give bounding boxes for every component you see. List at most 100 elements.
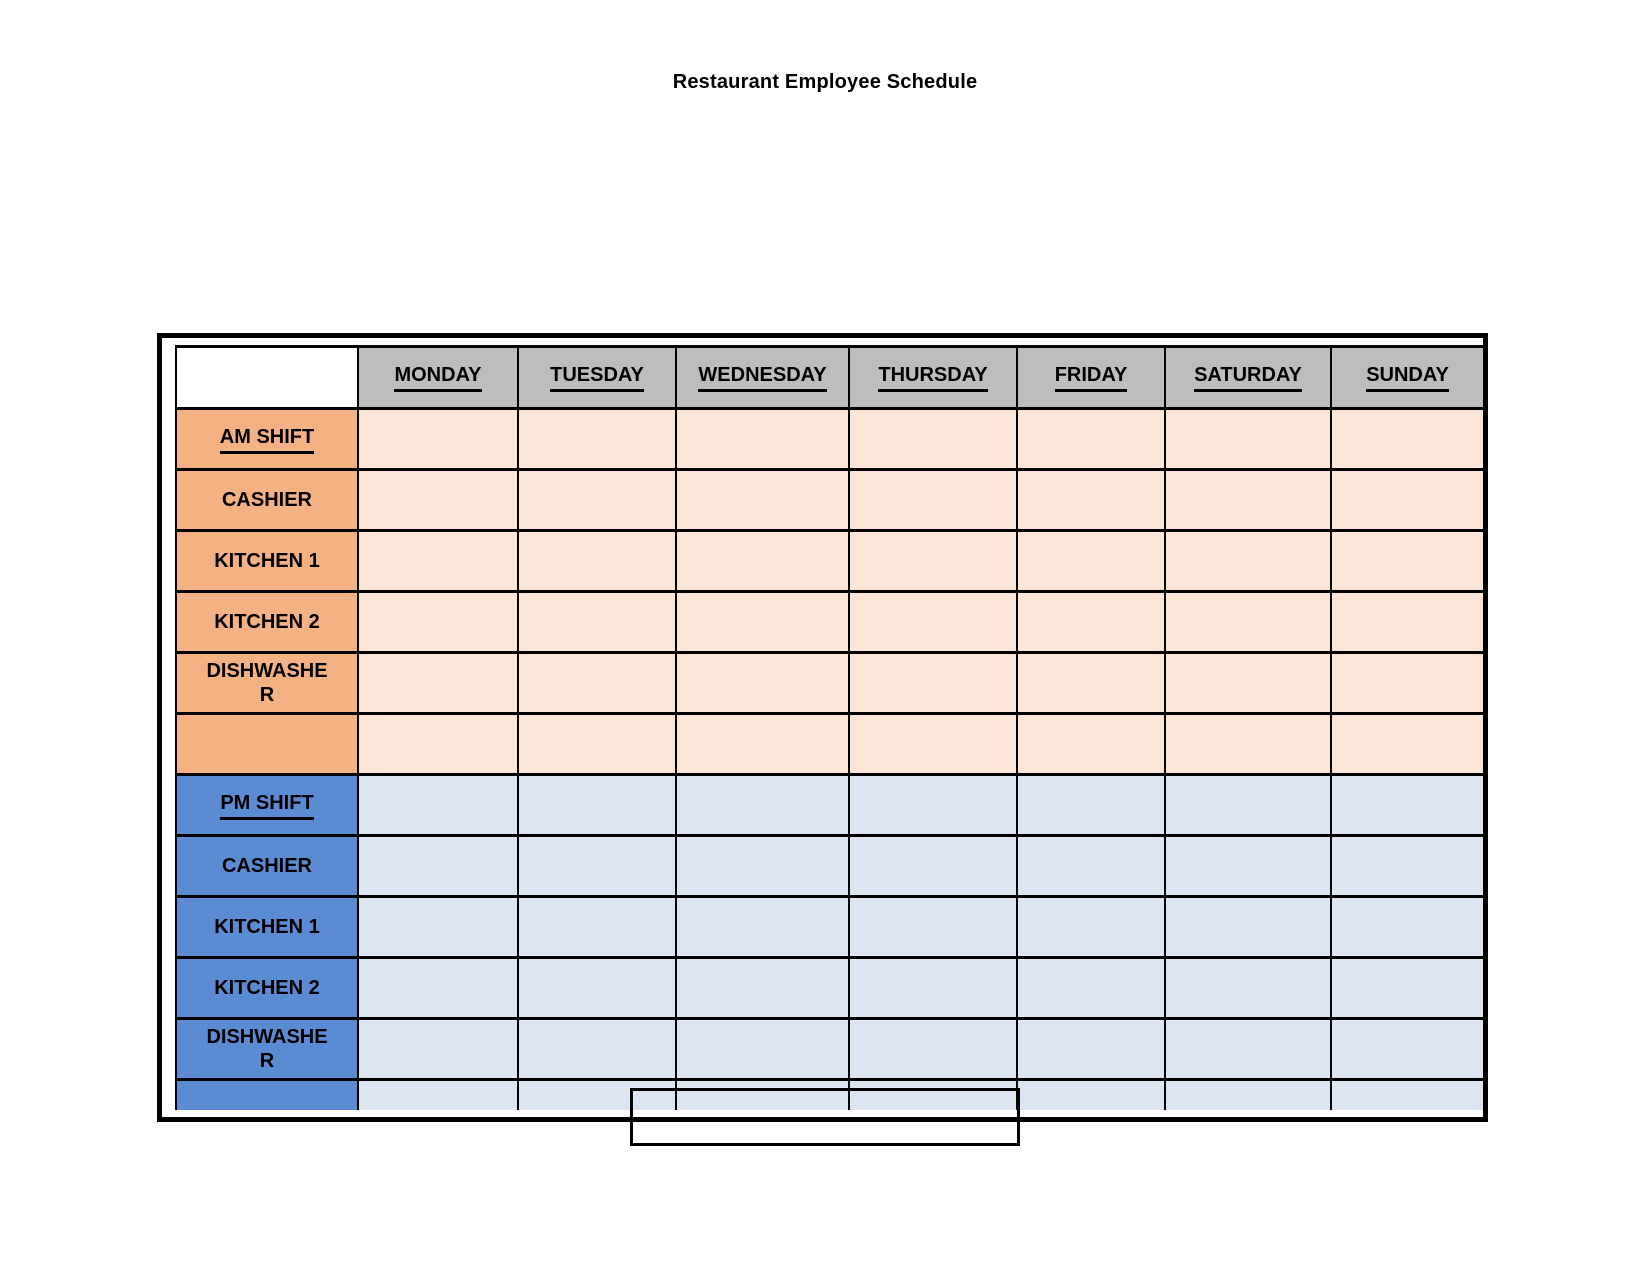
- schedule-cell[interactable]: [1016, 956, 1166, 1020]
- schedule-cell[interactable]: [675, 468, 850, 532]
- schedule-table: MONDAY TUESDAY WEDNESDAY THURSDAY FRIDAY…: [175, 345, 1483, 1110]
- schedule-cell[interactable]: [1016, 712, 1166, 776]
- schedule-cell[interactable]: [357, 651, 519, 715]
- am-shift-title-row: AM SHIFT: [175, 407, 1483, 471]
- pm-kitchen2-row: KITCHEN 2: [175, 956, 1483, 1020]
- schedule-cell[interactable]: [675, 956, 850, 1020]
- schedule-cell[interactable]: [1330, 1078, 1483, 1110]
- schedule-cell[interactable]: [357, 773, 519, 837]
- schedule-cell[interactable]: [1330, 956, 1483, 1020]
- schedule-cell[interactable]: [517, 834, 677, 898]
- schedule-cell[interactable]: [848, 834, 1018, 898]
- am-kitchen2-row: KITCHEN 2: [175, 590, 1483, 654]
- schedule-cell[interactable]: [848, 1078, 1018, 1110]
- schedule-cell[interactable]: [517, 407, 677, 471]
- schedule-cell[interactable]: [1330, 773, 1483, 837]
- schedule-cell[interactable]: [848, 407, 1018, 471]
- schedule-cell[interactable]: [1164, 407, 1332, 471]
- am-dishwasher-row: DISHWASHER: [175, 651, 1483, 715]
- schedule-cell[interactable]: [1016, 1017, 1166, 1081]
- schedule-cell[interactable]: [1164, 956, 1332, 1020]
- schedule-cell[interactable]: [357, 529, 519, 593]
- row-label-am-kitchen-2: KITCHEN 2: [175, 590, 359, 654]
- schedule-cell[interactable]: [848, 651, 1018, 715]
- schedule-cell[interactable]: [1164, 1078, 1332, 1110]
- schedule-cell[interactable]: [1330, 834, 1483, 898]
- schedule-cell[interactable]: [1016, 651, 1166, 715]
- schedule-cell[interactable]: [1164, 712, 1332, 776]
- schedule-cell[interactable]: [1330, 407, 1483, 471]
- schedule-cell[interactable]: [517, 895, 677, 959]
- schedule-cell[interactable]: [1016, 895, 1166, 959]
- schedule-cell[interactable]: [1016, 529, 1166, 593]
- schedule-cell[interactable]: [517, 529, 677, 593]
- schedule-cell[interactable]: [848, 956, 1018, 1020]
- schedule-cell[interactable]: [675, 834, 850, 898]
- schedule-cell[interactable]: [675, 773, 850, 837]
- schedule-cell[interactable]: [1016, 834, 1166, 898]
- schedule-cell[interactable]: [1164, 895, 1332, 959]
- schedule-cell[interactable]: [1330, 712, 1483, 776]
- schedule-cell[interactable]: [517, 1078, 677, 1110]
- schedule-cell[interactable]: [357, 956, 519, 1020]
- schedule-cell[interactable]: [517, 468, 677, 532]
- schedule-cell[interactable]: [848, 1017, 1018, 1081]
- schedule-cell[interactable]: [517, 590, 677, 654]
- schedule-cell[interactable]: [1164, 773, 1332, 837]
- schedule-cell[interactable]: [675, 529, 850, 593]
- schedule-cell[interactable]: [848, 895, 1018, 959]
- schedule-cell[interactable]: [357, 895, 519, 959]
- schedule-cell[interactable]: [357, 1017, 519, 1081]
- pm-shift-header: PM SHIFT: [175, 773, 359, 837]
- schedule-cell[interactable]: [357, 468, 519, 532]
- schedule-cell[interactable]: [1164, 590, 1332, 654]
- am-shift-header: AM SHIFT: [175, 407, 359, 471]
- row-label-am-kitchen-1: KITCHEN 1: [175, 529, 359, 593]
- schedule-cell[interactable]: [1016, 590, 1166, 654]
- schedule-cell[interactable]: [1164, 468, 1332, 532]
- schedule-cell[interactable]: [517, 773, 677, 837]
- schedule-cell[interactable]: [357, 407, 519, 471]
- schedule-cell[interactable]: [1016, 773, 1166, 837]
- schedule-cell[interactable]: [675, 1078, 850, 1110]
- schedule-cell[interactable]: [517, 1017, 677, 1081]
- schedule-cell[interactable]: [1164, 529, 1332, 593]
- schedule-cell[interactable]: [675, 407, 850, 471]
- schedule-cell[interactable]: [1016, 1078, 1166, 1110]
- schedule-cell[interactable]: [1330, 895, 1483, 959]
- row-label-am-empty: [175, 712, 359, 776]
- overlay-text-box[interactable]: [630, 1088, 1020, 1146]
- schedule-cell[interactable]: [517, 712, 677, 776]
- schedule-cell[interactable]: [517, 651, 677, 715]
- schedule-cell[interactable]: [848, 529, 1018, 593]
- schedule-cell[interactable]: [848, 712, 1018, 776]
- schedule-cell[interactable]: [675, 590, 850, 654]
- schedule-cell[interactable]: [1330, 590, 1483, 654]
- day-header-row: MONDAY TUESDAY WEDNESDAY THURSDAY FRIDAY…: [175, 345, 1483, 410]
- schedule-cell[interactable]: [1330, 468, 1483, 532]
- schedule-cell[interactable]: [675, 895, 850, 959]
- schedule-cell[interactable]: [517, 956, 677, 1020]
- schedule-cell[interactable]: [848, 773, 1018, 837]
- schedule-cell[interactable]: [357, 1078, 519, 1110]
- schedule-cell[interactable]: [848, 468, 1018, 532]
- schedule-cell[interactable]: [1330, 529, 1483, 593]
- row-label-pm-cashier: CASHIER: [175, 834, 359, 898]
- row-label-pm-empty: [175, 1078, 359, 1110]
- schedule-cell[interactable]: [675, 712, 850, 776]
- page-title: Restaurant Employee Schedule: [672, 71, 978, 93]
- schedule-cell[interactable]: [1330, 651, 1483, 715]
- schedule-cell[interactable]: [848, 590, 1018, 654]
- schedule-cell[interactable]: [1164, 651, 1332, 715]
- schedule-cell[interactable]: [1164, 1017, 1332, 1081]
- schedule-cell[interactable]: [1164, 834, 1332, 898]
- schedule-cell[interactable]: [357, 590, 519, 654]
- schedule-cell[interactable]: [1016, 407, 1166, 471]
- schedule-cell[interactable]: [1016, 468, 1166, 532]
- am-cashier-row: CASHIER: [175, 468, 1483, 532]
- schedule-cell[interactable]: [675, 1017, 850, 1081]
- schedule-cell[interactable]: [675, 651, 850, 715]
- schedule-cell[interactable]: [357, 712, 519, 776]
- schedule-cell[interactable]: [357, 834, 519, 898]
- schedule-cell[interactable]: [1330, 1017, 1483, 1081]
